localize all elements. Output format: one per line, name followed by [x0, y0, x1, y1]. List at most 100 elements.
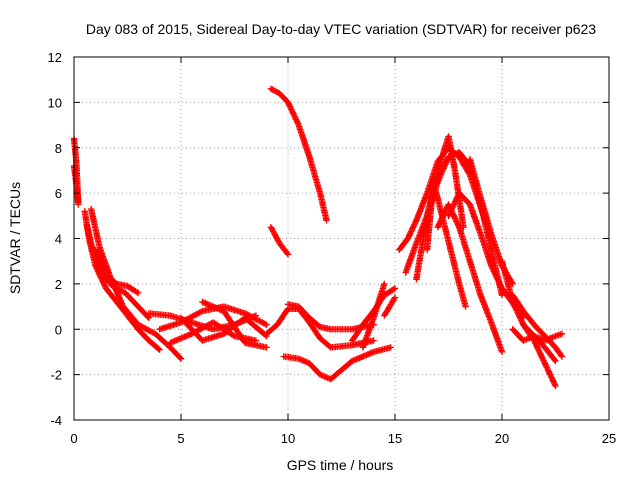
- data-point: [451, 214, 458, 221]
- data-point: [549, 377, 556, 384]
- data-point: [176, 354, 184, 361]
- data-point: [498, 348, 506, 356]
- data-point: [437, 171, 445, 178]
- data-point: [454, 194, 461, 201]
- data-point: [289, 109, 296, 116]
- data-point: [100, 281, 108, 288]
- data-point: [539, 355, 546, 363]
- series-arc-late-4: [520, 321, 559, 365]
- data-point: [536, 350, 544, 357]
- data-point: [390, 286, 397, 293]
- data-point: [558, 330, 566, 337]
- x-tick-label: 10: [281, 431, 295, 446]
- data-point: [135, 289, 142, 297]
- data-point: [391, 294, 399, 301]
- data-point: [155, 345, 162, 352]
- data-point: [144, 313, 151, 320]
- data-point: [494, 276, 502, 284]
- data-point: [405, 233, 412, 241]
- data-point: [452, 198, 459, 205]
- data-point: [445, 201, 452, 208]
- data-point: [494, 275, 501, 282]
- series-arc-rise-3: [381, 294, 399, 319]
- data-point: [538, 354, 546, 361]
- data-point: [370, 337, 377, 344]
- data-point: [509, 280, 516, 288]
- data-point: [512, 305, 520, 313]
- x-tick-label: 5: [177, 431, 184, 446]
- y-axis-label: SDTVAR / TECUs: [7, 182, 23, 294]
- data-point: [438, 215, 445, 222]
- data-point: [544, 367, 552, 374]
- data-point: [558, 353, 566, 360]
- data-point: [293, 117, 300, 124]
- series-arc-late-3: [509, 326, 566, 344]
- data-point: [516, 313, 523, 320]
- y-tick-label: 10: [48, 95, 62, 110]
- data-point: [133, 288, 141, 296]
- data-point: [323, 217, 330, 224]
- y-tick-label: 0: [55, 322, 62, 337]
- y-tick-label: 8: [55, 141, 62, 156]
- y-tick-label: 12: [48, 50, 62, 65]
- data-point: [326, 343, 333, 350]
- data-point: [552, 382, 559, 390]
- series-arc-decay-4: [92, 246, 142, 297]
- data-point: [489, 265, 496, 272]
- data-point: [540, 358, 548, 366]
- x-tick-labels: 0 5 10 15 20 25: [70, 431, 616, 446]
- data-point: [75, 199, 82, 206]
- data-point: [101, 268, 108, 276]
- grid: [74, 57, 609, 420]
- data-point: [435, 221, 443, 228]
- x-tick-label: 0: [70, 431, 77, 446]
- axis-ticks: [73, 56, 610, 421]
- data-point: [381, 280, 388, 288]
- data-point: [548, 374, 555, 381]
- data-point: [409, 224, 417, 231]
- data-point: [488, 262, 495, 269]
- data-point: [409, 225, 416, 232]
- data-point: [450, 202, 457, 210]
- series-arc-peak-5: [434, 201, 506, 356]
- data-point: [490, 266, 497, 274]
- y-tick-label: 6: [55, 186, 62, 201]
- data-point: [518, 317, 525, 324]
- data-point: [387, 344, 394, 351]
- y-tick-label: -2: [50, 368, 62, 383]
- data-point: [542, 362, 550, 370]
- data-point: [197, 308, 205, 316]
- data-point: [550, 378, 557, 385]
- data-point: [449, 204, 456, 211]
- data-point: [552, 357, 559, 365]
- data-point: [493, 273, 500, 281]
- data-point: [534, 344, 541, 351]
- data-point: [441, 162, 448, 169]
- data-point: [204, 301, 212, 308]
- data-point: [551, 356, 558, 363]
- data-point: [156, 346, 163, 353]
- data-point: [284, 99, 292, 106]
- data-point: [412, 218, 419, 225]
- data-point: [263, 321, 270, 328]
- data-point: [112, 285, 119, 293]
- data-points: [70, 85, 566, 390]
- data-point: [545, 368, 552, 375]
- data-point: [284, 251, 292, 258]
- data-point: [407, 228, 415, 235]
- data-point: [291, 113, 298, 120]
- x-axis-label: GPS time / hours: [287, 457, 394, 473]
- data-point: [391, 295, 398, 303]
- data-point: [262, 320, 269, 328]
- series-arc-high: [267, 85, 330, 224]
- data-point: [286, 102, 293, 109]
- data-point: [440, 211, 447, 218]
- x-tick-label: 15: [388, 431, 402, 446]
- data-point: [230, 332, 237, 339]
- series-arc-mid-5: [199, 298, 270, 351]
- data-point: [404, 235, 411, 242]
- x-tick-label: 25: [602, 431, 616, 446]
- data-point: [515, 311, 522, 318]
